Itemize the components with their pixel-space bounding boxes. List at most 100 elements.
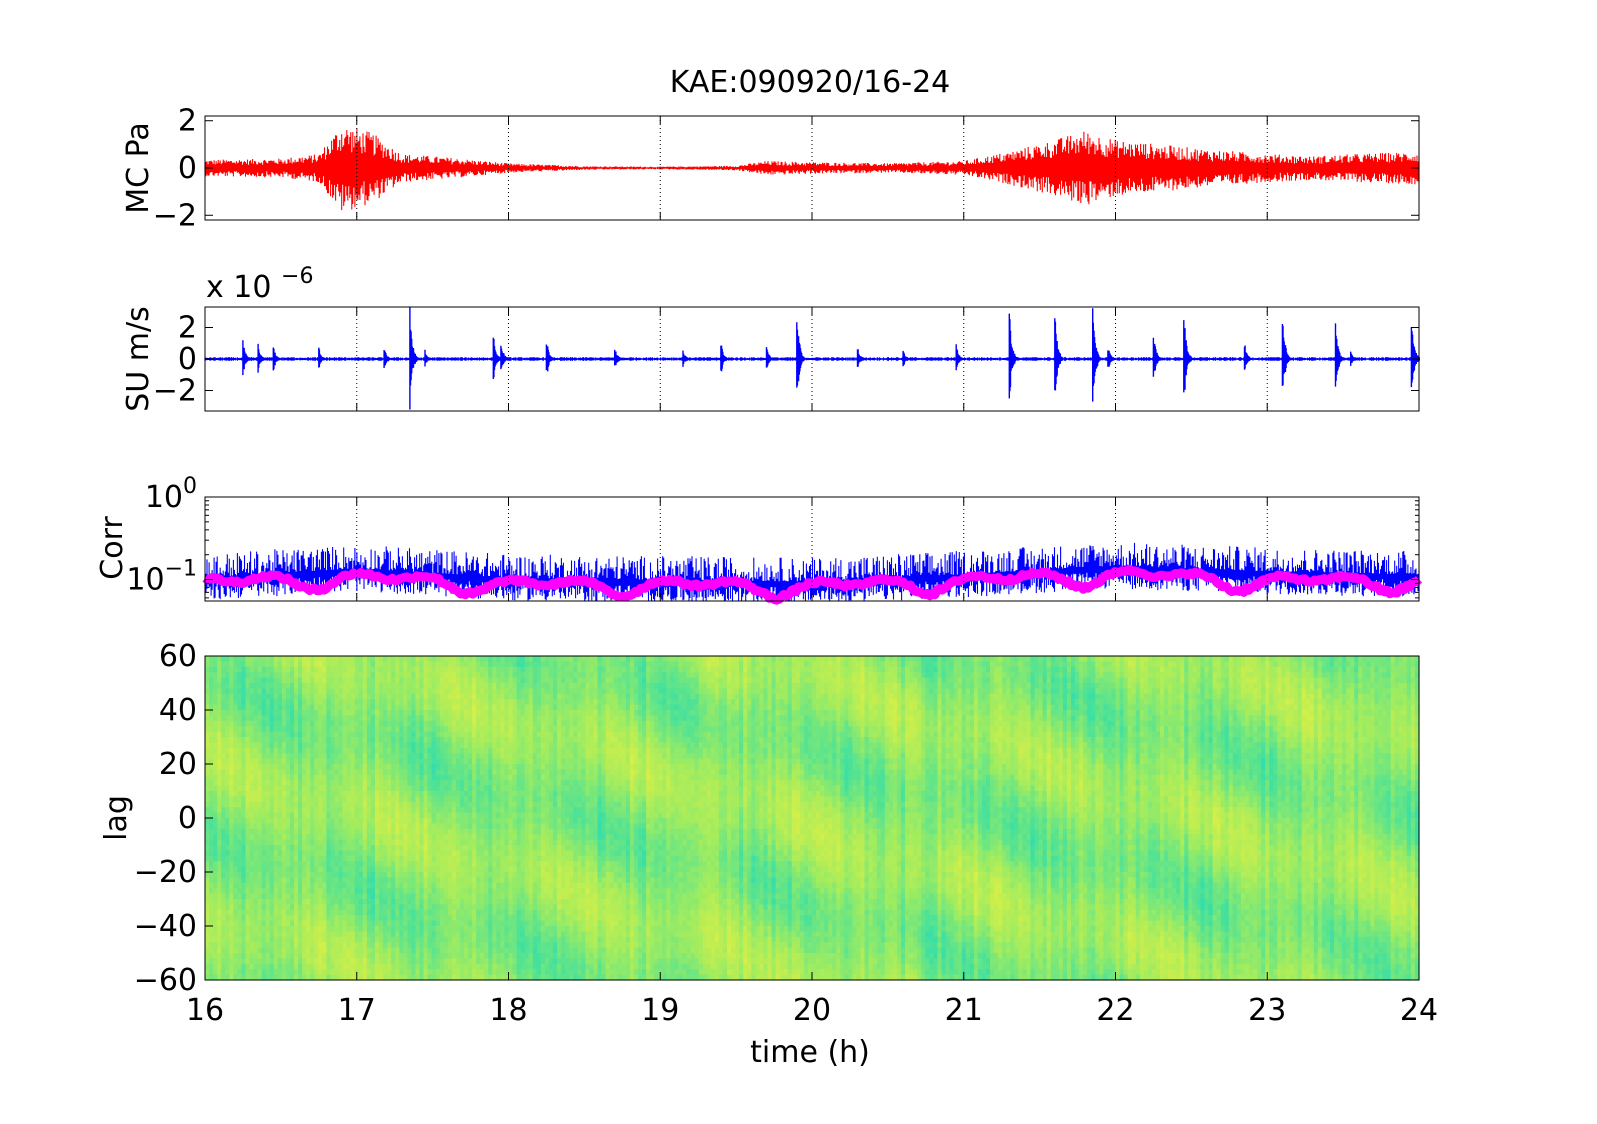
heatmap-cell bbox=[415, 737, 421, 743]
heatmap-cell bbox=[476, 828, 481, 835]
heatmap-cell bbox=[273, 947, 279, 954]
heatmap-cell bbox=[322, 720, 327, 727]
heatmap-cell bbox=[492, 780, 497, 787]
heatmap-cell bbox=[354, 931, 360, 938]
heatmap-cell bbox=[237, 920, 243, 927]
heatmap-cell bbox=[383, 931, 388, 938]
heatmap-cell bbox=[273, 769, 279, 776]
heatmap-cell bbox=[374, 780, 380, 787]
heatmap-cell bbox=[463, 683, 469, 689]
heatmap-cell bbox=[488, 791, 493, 797]
heatmap-cell bbox=[439, 969, 445, 976]
heatmap-cell bbox=[435, 715, 441, 722]
heatmap-cell bbox=[322, 801, 327, 808]
heatmap-cell bbox=[229, 710, 234, 716]
heatmap-cell bbox=[435, 942, 441, 949]
heatmap-cell bbox=[237, 683, 243, 689]
heatmap-cell bbox=[225, 818, 230, 824]
heatmap-cell bbox=[387, 726, 392, 733]
heatmap-cell bbox=[500, 807, 506, 814]
heatmap-cell bbox=[209, 931, 214, 938]
heatmap-cell bbox=[257, 791, 263, 797]
heatmap-cell bbox=[229, 839, 234, 846]
heatmap-cell bbox=[358, 758, 364, 765]
heatmap-cell bbox=[273, 791, 279, 797]
heatmap-cell bbox=[334, 656, 340, 662]
heatmap-cell bbox=[476, 953, 481, 959]
heatmap-cell bbox=[383, 726, 388, 733]
heatmap-cell bbox=[221, 888, 226, 895]
heatmap-cell bbox=[512, 774, 518, 781]
heatmap-cell bbox=[261, 953, 267, 959]
heatmap-cell bbox=[508, 958, 514, 965]
heatmap-cell bbox=[520, 850, 526, 857]
heatmap-cell bbox=[492, 882, 497, 889]
heatmap-cell bbox=[306, 720, 311, 727]
heatmap-cell bbox=[310, 861, 315, 868]
heatmap-cell bbox=[415, 834, 421, 841]
heatmap-cell bbox=[318, 899, 323, 905]
heatmap-cell bbox=[459, 791, 465, 797]
heatmap-cell bbox=[508, 877, 514, 884]
heatmap-cell bbox=[213, 882, 218, 889]
heatmap-cell bbox=[354, 872, 360, 878]
heatmap-cell bbox=[310, 882, 315, 889]
heatmap-cell bbox=[273, 758, 279, 765]
heatmap-cell bbox=[472, 720, 477, 727]
heatmap-cell bbox=[496, 850, 502, 857]
heatmap-cell bbox=[447, 974, 453, 981]
heatmap-cell bbox=[241, 699, 247, 706]
heatmap-cell bbox=[374, 661, 380, 668]
heatmap-cell bbox=[213, 936, 218, 943]
heatmap-cell bbox=[298, 942, 303, 949]
heatmap-cell bbox=[249, 753, 255, 760]
heatmap-cell bbox=[484, 656, 489, 662]
heatmap-cell bbox=[302, 834, 307, 841]
heatmap-cell bbox=[265, 715, 271, 722]
heatmap-cell bbox=[237, 791, 243, 797]
heatmap-cell bbox=[435, 904, 441, 911]
heatmap-cell bbox=[253, 866, 259, 873]
heatmap-cell bbox=[403, 661, 408, 668]
heatmap-cell bbox=[302, 872, 307, 878]
heatmap-cell bbox=[233, 742, 238, 749]
heatmap-cell bbox=[229, 963, 234, 970]
heatmap-cell bbox=[209, 791, 214, 797]
heatmap-cell bbox=[484, 774, 489, 781]
heatmap-cell bbox=[383, 839, 388, 846]
heatmap-cell bbox=[314, 677, 319, 684]
heatmap-cell bbox=[488, 656, 493, 662]
heatmap-cell bbox=[273, 661, 279, 668]
heatmap-cell bbox=[225, 931, 230, 938]
heatmap-cell bbox=[387, 904, 392, 911]
heatmap-cell bbox=[237, 877, 243, 884]
heatmap-cell bbox=[209, 818, 214, 824]
heatmap-cell bbox=[391, 774, 396, 781]
heatmap-cell bbox=[330, 737, 336, 743]
heatmap-cell bbox=[395, 720, 400, 727]
heatmap-cell bbox=[443, 715, 449, 722]
heatmap-cell bbox=[257, 818, 263, 824]
heatmap-cell bbox=[366, 893, 372, 900]
heatmap-cell bbox=[439, 774, 445, 781]
heatmap-cell bbox=[395, 828, 400, 835]
heatmap-cell bbox=[249, 693, 255, 700]
heatmap-cell bbox=[451, 693, 457, 700]
heatmap-cell bbox=[383, 656, 388, 662]
heatmap-cell bbox=[427, 882, 433, 889]
heatmap-cell bbox=[302, 672, 307, 679]
heatmap-cell bbox=[366, 882, 372, 889]
heatmap-cell bbox=[500, 899, 506, 905]
heatmap-cell bbox=[289, 936, 295, 943]
heatmap-cell bbox=[330, 882, 336, 889]
heatmap-cell bbox=[334, 758, 340, 765]
heatmap-cell bbox=[492, 715, 497, 722]
heatmap-cell bbox=[395, 693, 400, 700]
heatmap-cell bbox=[484, 677, 489, 684]
heatmap-cell bbox=[237, 726, 243, 733]
heatmap-cell bbox=[504, 710, 510, 716]
heatmap-cell bbox=[492, 683, 497, 689]
heatmap-cell bbox=[257, 872, 263, 878]
heatmap-cell bbox=[455, 850, 461, 857]
heatmap-cell bbox=[354, 936, 360, 943]
